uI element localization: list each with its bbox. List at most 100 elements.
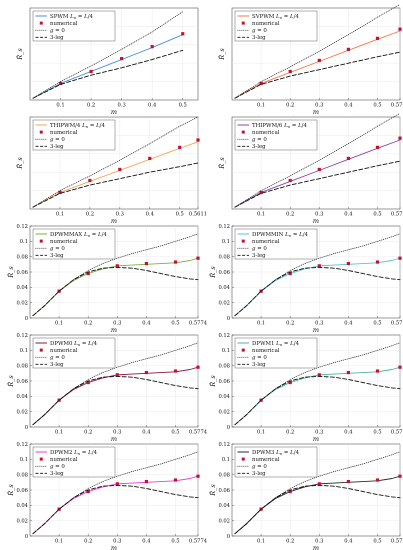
x-tick-label: 0.5774: [189, 539, 208, 545]
y-axis-label: R̂_s: [218, 157, 226, 170]
legend-entry-three-leg: 3-leg: [252, 35, 266, 41]
legend-swatch-numerical: [241, 348, 245, 352]
numerical-point: [144, 479, 148, 484]
x-tick-label: 0.1: [257, 539, 265, 545]
y-tick-label: 0.02: [218, 300, 230, 306]
legend-entry-numerical: numerical: [50, 239, 78, 245]
y-tick-label: 0.1: [222, 239, 230, 245]
analytical-line: [32, 34, 184, 99]
legend-swatch-numerical: [39, 348, 43, 352]
y-tick-label: 0.02: [16, 518, 28, 524]
x-tick-label: 0.3: [315, 430, 323, 436]
x-axis-label: m: [313, 435, 319, 443]
legend-entry-analytical: DPWM3 Ln = L/4: [252, 450, 300, 456]
y-axis-label: R̂_s: [16, 157, 24, 170]
x-tick-label: 0.5: [373, 539, 381, 545]
y-tick-label: 0.02: [16, 300, 28, 306]
y-tick-label: 0.08: [16, 363, 28, 369]
g0-line: [32, 451, 199, 535]
y-tick-label: 0.06: [218, 379, 230, 385]
legend-entry-g0: g = 0: [252, 355, 267, 361]
y-tick-label: 0.06: [16, 270, 28, 276]
y-tick-label: 0.04: [218, 394, 230, 400]
x-tick-label: 0.5611: [189, 212, 207, 218]
numerical-point: [317, 58, 321, 63]
y-tick-label: 0.1: [20, 457, 28, 463]
chart-panel-1: 0.1 0.2 0.3 0.4 0.5 m R̂_s SPWM Ln = L/4numeric…: [16, 7, 199, 116]
legend-entry-three-leg: 3-leg: [50, 35, 64, 41]
y-tick-label: 0.06: [16, 488, 28, 494]
y-tick-label: 0.04: [16, 503, 28, 509]
y-tick-label: 0.08: [218, 472, 230, 478]
x-tick-label: 0.2: [286, 321, 294, 327]
x-tick-label: 0.2: [286, 539, 294, 545]
y-tick-label: 0.02: [16, 409, 28, 415]
legend-swatch-numerical: [39, 130, 43, 134]
legend-entry-numerical: numerical: [50, 457, 78, 463]
x-tick-label: 0.2: [286, 430, 294, 436]
y-axis-label: R̂_s: [218, 48, 226, 61]
three-leg-line: [234, 266, 401, 317]
x-tick-label: 0.3: [315, 103, 323, 109]
numerical-point: [398, 474, 402, 478]
legend-entry-three-leg: 3-leg: [252, 253, 266, 259]
x-tick-label: 0.5: [171, 321, 179, 327]
y-tick-label: 0.12: [218, 224, 230, 230]
legend-entry-g0: g = 0: [50, 28, 65, 34]
x-tick-label: 0.5: [373, 430, 381, 436]
numerical-point: [346, 156, 350, 160]
x-tick-label: 0.4: [344, 539, 353, 545]
y-tick-label: 0.1: [222, 348, 230, 354]
legend-swatch-numerical: [39, 21, 43, 25]
numerical-point: [259, 81, 263, 86]
numerical-point: [178, 145, 182, 149]
x-tick-label: 0.1: [55, 539, 63, 545]
x-axis-label: m: [111, 326, 117, 334]
three-leg-line: [32, 375, 199, 426]
chart-panel-7: 0.1 0.2 0.3 0.4 0.5 0.5774 0 0.02 0.04 0.06 0.08 0.…: [7, 333, 208, 443]
x-tick-label: 0.1: [55, 321, 63, 327]
x-tick-label: 0.5: [373, 321, 381, 327]
chart-panel-2: 0.1 0.2 0.3 0.4 0.5 0.5774 m R̂_s SVPWM Ln = L/4…: [218, 3, 403, 116]
x-tick-label: 0.5: [373, 103, 381, 109]
x-tick-label: 0.1: [55, 430, 63, 436]
three-leg-line: [32, 49, 184, 99]
x-tick-label: 0.2: [286, 212, 294, 218]
legend-entry-g0: g = 0: [252, 246, 267, 252]
legend-entry-g0: g = 0: [50, 246, 65, 252]
three-leg-line: [32, 266, 199, 317]
legend-swatch-numerical: [39, 457, 43, 461]
numerical-point: [173, 369, 178, 373]
numerical-point: [86, 380, 90, 385]
x-tick-label: 0.4: [142, 539, 151, 545]
x-tick-label: 0.1: [56, 212, 64, 218]
numerical-point: [58, 190, 62, 195]
x-tick-label: 0.1: [257, 321, 265, 327]
g0-line: [234, 233, 401, 317]
y-axis-label: R̂_s: [7, 484, 15, 497]
y-tick-label: 0.04: [16, 285, 28, 291]
numerical-point: [375, 36, 380, 40]
legend-entry-numerical: numerical: [252, 21, 280, 27]
numerical-point: [181, 32, 185, 36]
numerical-point: [150, 45, 154, 49]
three-leg-line: [234, 160, 401, 208]
numerical-point: [58, 81, 63, 86]
legend-swatch-numerical: [241, 130, 245, 134]
g0-line: [32, 233, 199, 317]
x-axis-label: m: [313, 326, 319, 334]
y-axis-label: R̂_s: [209, 375, 217, 388]
numerical-point: [115, 373, 119, 377]
numerical-point: [375, 260, 380, 264]
x-tick-label: 0.3: [315, 321, 323, 327]
three-leg-line: [234, 375, 401, 426]
y-tick-label: 0.12: [16, 442, 28, 448]
numerical-point: [288, 271, 292, 276]
x-tick-label: 0.4: [344, 103, 353, 109]
